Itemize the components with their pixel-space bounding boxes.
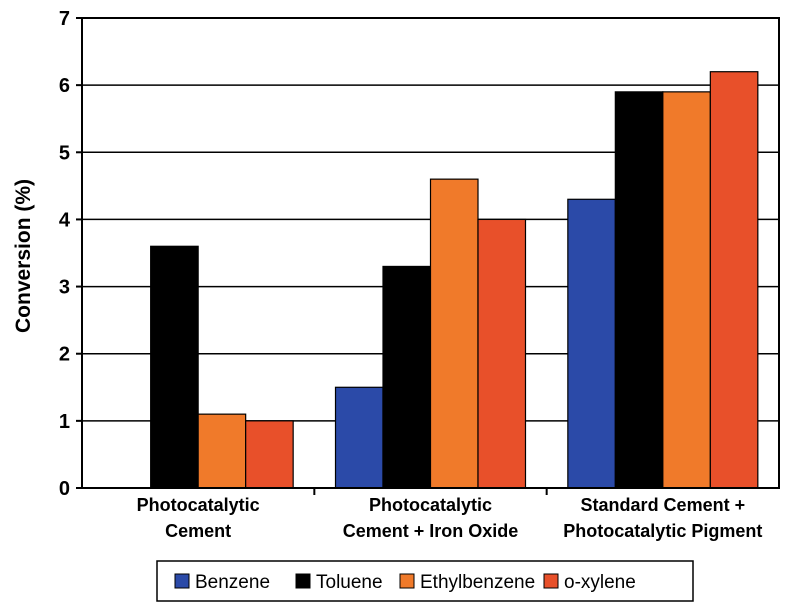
- y-tick-label: 1: [59, 411, 70, 433]
- bar-toluene: [382, 265, 432, 489]
- y-tick-label: 3: [59, 277, 70, 299]
- y-tick-label: 4: [59, 209, 71, 231]
- x-category-label: Cement: [165, 521, 231, 541]
- legend-label: Toluene: [316, 572, 383, 593]
- legend-label: Benzene: [195, 572, 270, 593]
- legend-swatch: [543, 573, 559, 589]
- bar-o-xylene: [477, 218, 527, 489]
- legend-swatch: [295, 573, 311, 589]
- bar-toluene: [150, 245, 199, 489]
- bar-ethylbenzene: [429, 178, 479, 489]
- legend-label: o-xylene: [564, 572, 636, 593]
- y-axis-label: Conversion (%): [12, 179, 35, 333]
- legend-swatch: [174, 573, 190, 589]
- bar-benzene: [334, 386, 384, 489]
- x-category-labels: Photocatalytic Cement Photocatalytic Cement…: [137, 495, 763, 541]
- legend-label: Ethylbenzene: [420, 572, 535, 593]
- legend-box: [156, 560, 694, 602]
- x-category-label: Photocatalytic: [369, 495, 492, 515]
- x-category-label: Standard Cement +: [581, 495, 746, 515]
- y-tick-label: 0: [59, 478, 70, 500]
- bar-o-xylene: [709, 71, 759, 489]
- plot-frame: [81, 17, 780, 489]
- y-tick-label: 6: [59, 75, 70, 97]
- y-tick-labels: 0 1 2 3 4 5 6 7: [59, 8, 71, 500]
- y-tick-label: 2: [59, 344, 70, 366]
- x-category-label: Photocatalytic Pigment: [563, 521, 762, 541]
- legend: Benzene Toluene Ethylbenzene o-xylene: [156, 560, 694, 602]
- legend-swatch: [399, 573, 415, 589]
- y-tick-label: 7: [59, 8, 70, 30]
- bar-ethylbenzene: [662, 91, 711, 489]
- bar-benzene: [567, 198, 616, 489]
- y-tick-label: 5: [59, 142, 70, 164]
- bars: [150, 71, 759, 489]
- bar-toluene: [614, 91, 664, 489]
- bar-ethylbenzene: [197, 413, 247, 489]
- x-category-label: Cement + Iron Oxide: [343, 521, 519, 541]
- bar-o-xylene: [245, 420, 294, 489]
- axes: [76, 17, 780, 495]
- x-category-label: Photocatalytic: [137, 495, 260, 515]
